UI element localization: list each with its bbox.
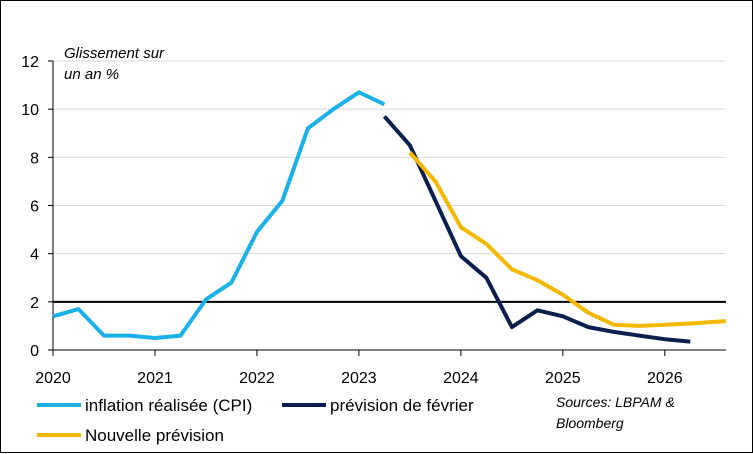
y-tick-label-12: 12 xyxy=(21,54,39,71)
legend-label-nouvelle: Nouvelle prévision xyxy=(85,426,224,445)
y-tick-label-6: 6 xyxy=(30,199,39,216)
y-tick-label-0: 0 xyxy=(30,343,39,360)
y-tick-label-4: 4 xyxy=(30,247,39,264)
x-tick-label-2026: 2026 xyxy=(647,370,683,387)
x-tick-label-2024: 2024 xyxy=(443,370,479,387)
x-tick-label-2023: 2023 xyxy=(341,370,377,387)
series-lines xyxy=(52,90,727,344)
series-line-fevrier xyxy=(382,115,691,344)
legend-label-cpi: inflation réalisée (CPI) xyxy=(85,396,252,415)
y-axis-label-line2: un an % xyxy=(64,66,119,83)
grid-lines xyxy=(53,60,726,351)
y-tick-label-8: 8 xyxy=(30,150,39,167)
x-tick-label-2021: 2021 xyxy=(137,370,173,387)
y-tick-label-10: 10 xyxy=(21,102,39,119)
x-axis: 2020 2021 2022 2023 2024 2025 2026 xyxy=(35,349,726,387)
x-tick-label-2022: 2022 xyxy=(239,370,275,387)
series-line-cpi xyxy=(52,90,386,340)
y-axis-label-line1: Glissement sur xyxy=(64,45,165,62)
x-tick-label-2025: 2025 xyxy=(545,370,581,387)
legend: inflation réalisée (CPI) prévision de fé… xyxy=(37,396,474,445)
legend-label-fevrier: prévision de février xyxy=(330,396,474,415)
y-axis: 0 2 4 6 8 10 12 xyxy=(21,54,54,360)
source-line1: Sources: LBPAM & xyxy=(556,394,675,410)
x-tick-label-2020: 2020 xyxy=(35,370,71,387)
series-line-nouvelle xyxy=(408,151,727,328)
source-line2: Bloomberg xyxy=(556,415,624,431)
y-tick-label-2: 2 xyxy=(30,295,39,312)
